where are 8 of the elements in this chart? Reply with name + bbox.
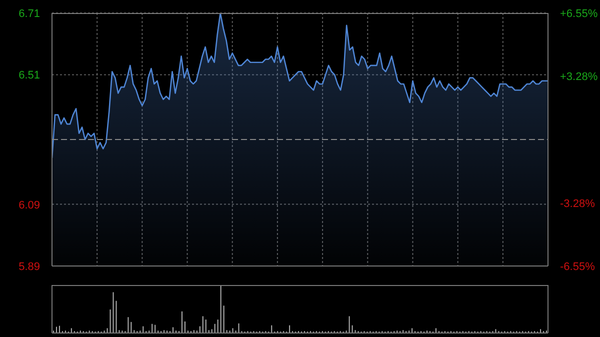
y2-tick-label: +3.28% — [560, 71, 598, 84]
y2-tick-label: -6.55% — [560, 261, 596, 273]
y-tick-label: 6.09 — [18, 199, 40, 212]
y-tick-label: 6.51 — [18, 70, 40, 82]
y-tick-label: 6.71 — [18, 8, 40, 20]
y2-tick-label: +6.55% — [560, 8, 598, 20]
y2-tick-label: -3.28% — [560, 198, 596, 210]
y-tick-label: 5.89 — [18, 261, 40, 273]
